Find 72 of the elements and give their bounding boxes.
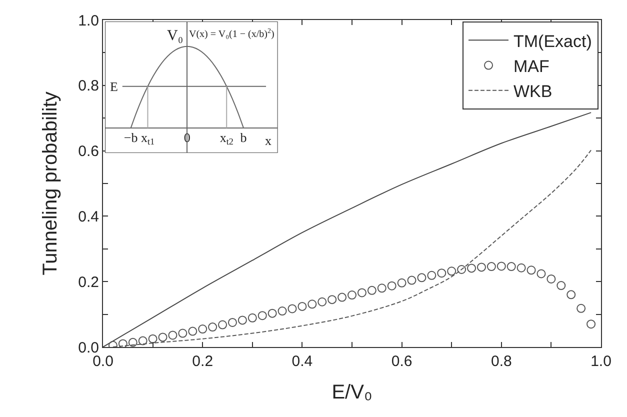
x-axis-title: x (265, 133, 272, 148)
point (546, 274, 556, 284)
point (118, 339, 128, 347)
point (298, 302, 307, 311)
point (357, 288, 366, 298)
point (308, 300, 317, 309)
point (536, 269, 546, 278)
point (218, 320, 228, 330)
point (437, 268, 446, 278)
point (228, 318, 237, 327)
point (586, 320, 596, 329)
point (566, 290, 576, 300)
point (367, 286, 376, 295)
point (158, 332, 168, 342)
point (178, 328, 188, 338)
point (387, 281, 396, 290)
point (168, 330, 178, 340)
x-axis-title: E/V₀ (332, 382, 372, 404)
point (258, 311, 267, 320)
legend-label: MAF (514, 56, 550, 76)
point (198, 324, 208, 334)
y-tick-label: 0.6 (78, 143, 99, 160)
point (328, 295, 337, 304)
point (278, 306, 287, 316)
x-tick-label: x$_{t2}$ (220, 130, 234, 147)
legend-label: TM(Exact) (514, 32, 592, 51)
point (268, 308, 277, 318)
point (238, 316, 247, 325)
point (407, 276, 416, 285)
point (447, 266, 456, 276)
x-tick-label: b (240, 130, 247, 145)
x-tick-label: 1.0 (590, 353, 612, 370)
y-tick-label: 0.8 (78, 78, 99, 95)
x-tick-label: 0.4 (292, 353, 313, 370)
point (427, 270, 436, 280)
annotation: V(x) = V₀(1 − (x/b)$^{2}$) (189, 27, 274, 40)
point (516, 263, 526, 272)
point (457, 265, 466, 274)
point (417, 273, 426, 282)
line-series (103, 112, 592, 347)
point (496, 262, 506, 271)
legend-label: WKB (514, 82, 552, 102)
point (148, 334, 158, 344)
point (476, 262, 486, 272)
y-tick-label: 0.4 (78, 208, 99, 226)
point (467, 264, 476, 273)
point (338, 292, 347, 302)
point (397, 278, 406, 288)
y-tick-label: 1.0 (78, 12, 99, 30)
x-tick-label: x$_{t1}$ (140, 130, 155, 147)
point (377, 284, 386, 293)
point (208, 322, 218, 332)
x-tick-label: 0.8 (490, 353, 512, 370)
ref-line-label: E (110, 79, 118, 94)
y-axis-title: Tunneling probability (40, 92, 62, 276)
x-tick-label: 0.6 (391, 353, 412, 370)
point (576, 304, 586, 313)
y-tick-label: 0.2 (78, 274, 99, 291)
point (288, 304, 297, 314)
x-tick-label: −b (124, 130, 138, 145)
point (318, 297, 327, 306)
point (248, 313, 257, 322)
point (526, 266, 536, 275)
point (486, 262, 496, 272)
point (138, 336, 148, 346)
point (506, 262, 516, 272)
point (188, 326, 198, 336)
point (556, 281, 566, 290)
x-tick-label: 0.2 (192, 353, 214, 370)
annotation: V₀ (167, 28, 184, 44)
point (128, 338, 138, 347)
point (348, 290, 356, 300)
